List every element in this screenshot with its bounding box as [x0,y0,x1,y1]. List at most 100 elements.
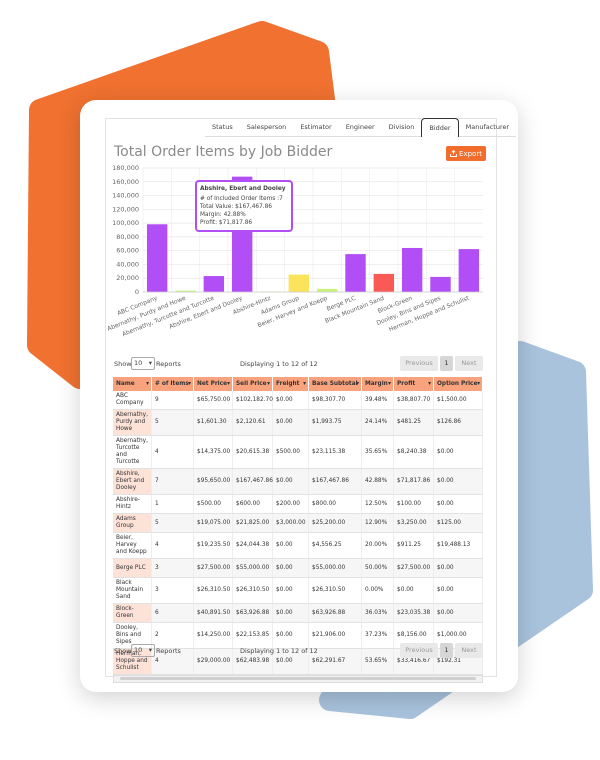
table-cell: $200.00 [272,494,309,514]
table-cell: $0.00 [433,468,483,495]
column-header[interactable]: Base Subtotal [308,377,362,391]
table-row: ABC Company 9 $65,750.00 $102,182.70 $0.00 $9… [113,391,483,410]
table-cell: $63,926.88 [308,603,362,623]
table-cell: 9 [151,391,194,410]
column-header[interactable]: Sell Price [232,377,273,391]
column-header[interactable]: Net Price [193,377,233,391]
table-cell: $14,375.00 [193,435,233,469]
table-cell: $62,483.98 [232,648,273,675]
y-tick-label: 160,000 [112,178,139,186]
table-cell: $0.00 [272,622,309,649]
table-cell: $0.00 [272,409,309,436]
page-button[interactable]: 1 [440,643,453,658]
tab[interactable]: Manufacturer [458,118,517,137]
export-button[interactable]: Export [446,146,486,161]
table-cell: $0.00 [433,435,483,469]
table-cell: $0.00 [272,468,309,495]
previous-button[interactable]: Previous [400,643,438,658]
tab[interactable]: Status [205,118,240,137]
table-cell: $0.00 [433,603,483,623]
table-cell: Abshire-Hintz [113,494,152,514]
table-cell: $4,556.25 [308,532,362,559]
next-button[interactable]: Next [455,356,483,371]
y-tick-label: 60,000 [116,247,139,255]
table-cell: Abshire, Ebert and Dooley [113,468,152,495]
table-cell: $0.00 [433,494,483,514]
table-cell: $22,153.85 [232,622,273,649]
page-info: Displaying 1 to 12 of 12 [240,647,318,655]
tab[interactable]: Salesperson [239,118,294,137]
y-tick-label: 80,000 [116,233,139,241]
page-size-select[interactable]: 10 [131,644,155,657]
tab[interactable]: Engineer [338,118,382,137]
table-cell: $19,075.00 [193,513,233,533]
table-row: Block-Green 6 $40,891.50 $63,926.88 $0.00 $63… [113,603,483,623]
tab-bar: Status Salesperson Estimator Engineer Divisi… [205,118,517,137]
table-controls: Show10Reports Displaying 1 to 12 of 12 Pre… [114,643,484,659]
table-cell: Beier, Harvey and Koepp [113,532,152,559]
page-button[interactable]: 1 [440,356,453,371]
export-label: Export [459,149,482,158]
tab[interactable]: Bidder [421,118,459,137]
y-tick-label: 0 [135,288,139,296]
table-cell: $126.86 [433,409,483,436]
table-cell: Black Mountain Sand [113,577,152,604]
table-cell: ABC Company [113,391,152,410]
tab[interactable]: Estimator [293,118,339,137]
column-header[interactable]: # of Items [151,377,194,391]
next-button[interactable]: Next [455,643,483,658]
table-cell: 6 [151,603,194,623]
page-size-select[interactable]: 10 [131,357,155,370]
column-header[interactable]: Freight [272,377,309,391]
table-cell: $27,500.00 [193,558,233,578]
table-cell: 35.65% [361,435,394,469]
previous-button[interactable]: Previous [400,356,438,371]
table-cell: $63,926.88 [232,603,273,623]
table-cell: Berge PLC [113,558,152,578]
table-cell: $40,891.50 [193,603,233,623]
show-label: Show [114,647,132,655]
table-row: Beier, Harvey and Koepp 4 $19,235.50 $24,04… [113,532,483,559]
table-cell: 37.23% [361,622,394,649]
table-row: Abernathy, Turcotte and Turcotte 4 $14,375… [113,435,483,469]
table-cell: $0.00 [433,577,483,604]
table-cell: $14,250.00 [193,622,233,649]
tooltip-line: Total Value: $167,467.86 [200,204,272,210]
table-cell: $19,235.50 [193,532,233,559]
table-cell: 20.00% [361,532,394,559]
tooltip-line: # of Included Order Items :7 [200,196,283,202]
table-cell: $167,467.86 [232,468,273,495]
table-cell: $0.00 [272,603,309,623]
table-cell: 4 [151,648,194,675]
table-cell: $95,650.00 [193,468,233,495]
table-cell: 4 [151,435,194,469]
table-cell: 5 [151,409,194,436]
tab[interactable]: Division [381,118,422,137]
tooltip-title: Abshire, Ebert and Dooley [200,186,286,192]
column-header[interactable]: Profit [393,377,434,391]
column-header[interactable]: Option Price [433,377,483,391]
bar [345,254,366,292]
table-cell: 3 [151,577,194,604]
table-cell: $29,000.00 [193,648,233,675]
table-cell: $21,825.00 [232,513,273,533]
column-header[interactable]: Name [113,377,152,391]
horizontal-scrollbar[interactable] [113,675,483,683]
show-label: Show [114,360,132,368]
table-cell: $98,307.70 [308,391,362,410]
table-cell: $600.00 [232,494,273,514]
table-cell: $21,906.00 [308,622,362,649]
column-header[interactable]: Margin [361,377,394,391]
table-cell: 12.50% [361,494,394,514]
reports-label: Reports [156,647,181,655]
table-cell: 2 [151,622,194,649]
table-cell: $65,750.00 [193,391,233,410]
table-cell: $3,000.00 [272,513,309,533]
table-cell: $1,500.00 [433,391,483,410]
table-cell: 50.00% [361,558,394,578]
table-cell: $0.00 [433,558,483,578]
table-cell: 39.48% [361,391,394,410]
bar [430,276,451,292]
bar [458,249,480,292]
